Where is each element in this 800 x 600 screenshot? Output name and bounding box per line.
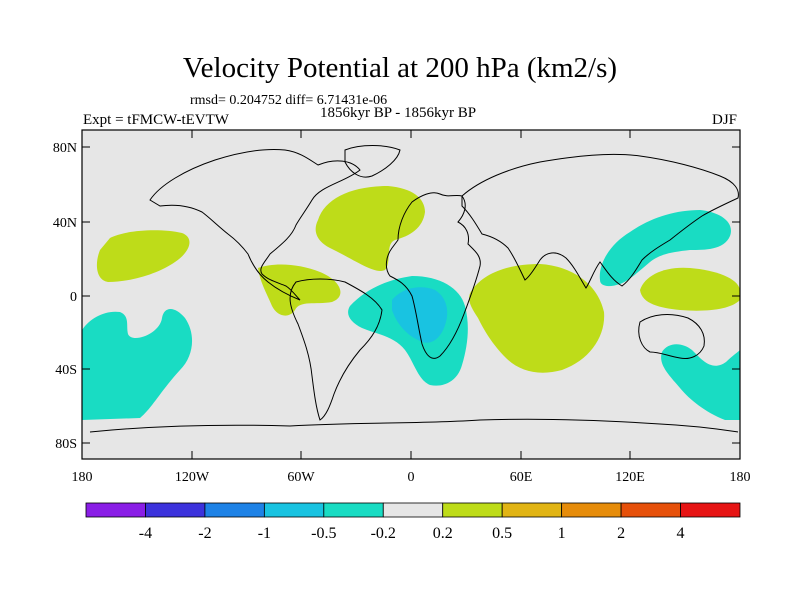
asia-outline — [461, 153, 739, 289]
colorbar-label: -0.5 — [311, 525, 336, 542]
colorbar-label: 4 — [677, 525, 685, 542]
colorbar-swatch — [442, 502, 503, 518]
north-america-outline — [149, 149, 361, 301]
lon-label: 60W — [287, 470, 315, 485]
lat-label: 80S — [55, 437, 77, 452]
lon-label: 180 — [72, 470, 93, 485]
colorbar-swatch — [85, 502, 146, 518]
colorbar-swatch — [680, 502, 741, 518]
colorbar-swatch — [263, 502, 325, 518]
north-pacific-positive-region — [96, 230, 190, 282]
lon-label: 180 — [730, 470, 751, 485]
australia-outline — [638, 314, 705, 359]
europe-africa-outline — [385, 192, 481, 359]
colorbar-swatch — [323, 502, 384, 518]
south-pacific-negative-region — [82, 309, 193, 420]
colorbar: -4 -2 -1 -0.5 -0.2 0.2 0.5 1 2 4 — [85, 502, 741, 542]
colorbar-swatch — [501, 502, 563, 518]
lat-label: 0 — [70, 290, 77, 305]
lat-label: 40S — [55, 363, 77, 378]
southwest-pacific-negative-region — [661, 344, 740, 420]
season-label: DJF — [712, 112, 738, 128]
colorbar-label: 0.5 — [492, 525, 512, 542]
colorbar-swatch — [145, 502, 206, 518]
latitude-axis: 80N 40N 0 40S 80S — [53, 141, 740, 452]
north-atlantic-positive-region — [315, 186, 425, 271]
colorbar-label: -1 — [258, 525, 271, 542]
colorbar-label: -4 — [139, 525, 152, 542]
colorbar-label: -2 — [198, 525, 211, 542]
lon-label: 0 — [408, 470, 415, 485]
colorbar-swatch — [620, 502, 681, 518]
colorbar-swatch — [204, 502, 265, 518]
antarctica-outline — [89, 418, 739, 433]
south-atlantic-strong-negative-region — [392, 287, 448, 343]
page-title: Velocity Potential at 200 hPa (km2/s) — [182, 52, 618, 84]
lon-label: 120E — [615, 470, 645, 485]
lat-label: 80N — [53, 141, 77, 156]
lon-label: 60E — [510, 470, 533, 485]
greenland-outline — [344, 145, 401, 178]
experiment-label: Expt = tFMCW-tEVTW — [83, 112, 229, 128]
lat-label: 40N — [53, 216, 77, 231]
colorbar-swatch — [561, 502, 622, 518]
anomaly-layer — [82, 186, 740, 420]
longitude-axis: 180 120W 60W 0 60E 120E 180 — [72, 130, 751, 485]
lon-label: 120W — [175, 470, 210, 485]
central-america-positive-region — [258, 264, 341, 316]
maritime-positive-region — [640, 267, 740, 311]
west-pacific-negative-region — [599, 210, 731, 287]
period-label: 1856kyr BP - 1856kyr BP — [320, 105, 477, 121]
colorbar-label: -0.2 — [371, 525, 396, 542]
stats-line: rmsd= 0.204752 diff= 6.71431e-06 — [190, 93, 388, 108]
colorbar-label: 0.2 — [433, 525, 453, 542]
south-america-outline — [289, 278, 383, 421]
colorbar-label: 1 — [558, 525, 566, 542]
colorbar-label: 2 — [617, 525, 625, 542]
indian-ocean-positive-region — [469, 264, 605, 373]
colorbar-swatch — [382, 502, 444, 518]
coastlines-layer — [89, 145, 739, 433]
